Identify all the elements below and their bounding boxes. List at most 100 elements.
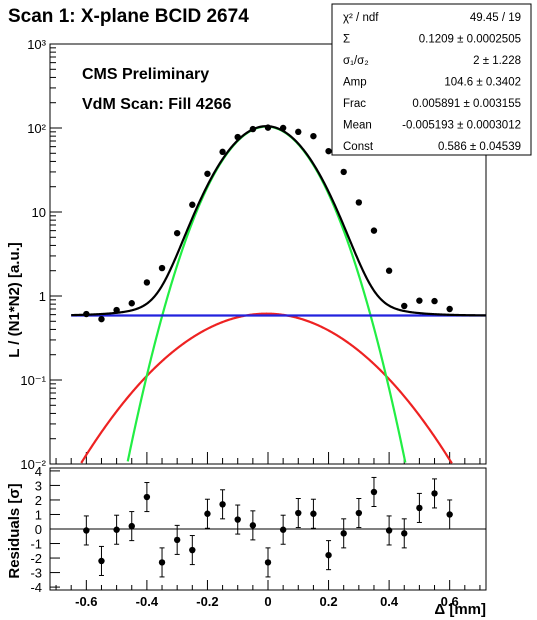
data-point <box>310 132 317 140</box>
residual-y-label: Residuals [σ] <box>6 483 23 578</box>
data-point <box>249 125 257 133</box>
data-point <box>128 300 135 307</box>
residual-point <box>279 526 287 533</box>
y-tick-label: 10² <box>27 121 46 136</box>
stat-value: 0.586 ± 0.04539 <box>438 141 521 153</box>
data-point <box>431 297 438 305</box>
data-point <box>264 124 272 131</box>
stat-label: Mean <box>343 120 372 132</box>
y-tick-label: 10⁻¹ <box>20 373 46 388</box>
residual-x-ticks: -0.6 -0.4 -0.2 0 0.2 0.4 0.6 <box>55 580 481 609</box>
residual-point <box>158 559 166 566</box>
residual-point <box>416 504 423 512</box>
data-point <box>325 147 332 155</box>
stat-label: χ² / ndf <box>343 12 379 24</box>
narrow-gaussian-curve <box>126 125 407 463</box>
residual-x-tick-label: 0.4 <box>380 594 399 609</box>
residual-point <box>340 530 347 537</box>
data-point <box>173 229 181 237</box>
residual-point <box>295 509 302 517</box>
data-point <box>158 264 166 272</box>
residual-y-tick-label: 3 <box>35 478 42 493</box>
main-plot-x-ticks <box>55 452 481 464</box>
y-tick-label: 10 <box>32 205 46 220</box>
residual-point <box>264 559 272 566</box>
residual-point <box>128 522 135 530</box>
stat-label: σ₁/σ₂ <box>343 55 369 67</box>
stat-label: Const <box>343 141 374 153</box>
residual-x-tick-label: 0 <box>264 594 271 609</box>
residual-y-tick-label: -1 <box>30 537 42 552</box>
residual-y-tick-label: 4 <box>35 464 42 479</box>
stat-value: 104.6 ± 0.3402 <box>444 77 521 89</box>
data-point <box>189 201 196 208</box>
residual-point <box>83 527 90 534</box>
residual-point <box>431 490 438 497</box>
stat-value: 2 ± 1.228 <box>473 55 521 67</box>
residual-x-tick-label: -0.4 <box>136 594 159 609</box>
residual-point <box>325 551 332 559</box>
residual-point <box>355 509 363 517</box>
data-point <box>370 227 378 234</box>
residual-y-tick-label: -3 <box>30 566 42 581</box>
fit-stats-rows: χ² / ndf 49.45 / 19 Σ 0.1209 ± 0.0002505 σ₁/… <box>343 12 521 153</box>
stat-value: 49.45 / 19 <box>470 12 521 24</box>
stat-value: -0.005193 ± 0.0003012 <box>402 120 521 132</box>
data-point <box>83 310 90 318</box>
residual-point <box>385 527 393 534</box>
total-fit-curve <box>71 125 487 317</box>
data-point <box>340 168 347 176</box>
stat-value: 0.1209 ± 0.0002505 <box>419 34 521 46</box>
stat-label: Σ <box>343 34 350 46</box>
residual-x-tick-label: -0.6 <box>75 594 97 609</box>
main-plot-y-label: L / (N1*N2) [a.u.] <box>6 242 23 358</box>
stat-label: Amp <box>343 77 367 89</box>
y-tick-label: 10⁻² <box>20 457 46 472</box>
data-point <box>98 315 105 323</box>
residual-point <box>143 493 151 501</box>
data-point <box>279 124 287 132</box>
residual-point <box>370 488 378 496</box>
data-point <box>385 267 393 274</box>
data-point <box>234 133 241 141</box>
cms-preliminary-label: CMS Preliminary <box>82 66 209 83</box>
residual-y-tick-label: 1 <box>35 507 42 522</box>
residual-x-label: Δ [mm] <box>434 601 486 618</box>
data-point <box>113 306 120 314</box>
residual-x-tick-label: 0.2 <box>320 594 338 609</box>
residual-point <box>98 557 105 565</box>
residual-point <box>219 501 226 508</box>
data-point <box>143 279 151 286</box>
y-tick-label: 1 <box>39 289 46 304</box>
data-point <box>446 305 453 313</box>
stat-label: Frac <box>343 98 366 110</box>
residual-point <box>173 536 181 544</box>
chart-title: Scan 1: X-plane BCID 2674 <box>8 6 249 27</box>
residual-point <box>310 510 317 517</box>
residual-point <box>401 530 408 537</box>
residual-points <box>83 476 453 578</box>
residual-y-tick-label: -4 <box>30 580 42 595</box>
y-tick-label: 10³ <box>27 37 46 52</box>
data-points <box>83 124 453 323</box>
data-point <box>219 148 226 156</box>
stat-value: 0.005891 ± 0.003155 <box>412 98 521 110</box>
residual-point <box>204 510 211 517</box>
residual-point <box>249 522 257 529</box>
data-point <box>204 170 211 177</box>
residual-y-tick-label: 2 <box>35 493 42 508</box>
vdm-scan-label: VdM Scan: Fill 4266 <box>82 96 231 113</box>
data-point <box>401 302 408 310</box>
fit-stats-box <box>331 3 532 156</box>
residual-point <box>234 516 241 523</box>
residual-point <box>113 526 120 533</box>
residual-x-tick-label: 0.6 <box>441 594 459 609</box>
residual-x-tick-label: -0.2 <box>196 594 218 609</box>
residual-y-tick-label: 0 <box>35 522 42 537</box>
data-point <box>416 297 423 304</box>
residual-point <box>446 511 453 518</box>
data-point <box>355 199 363 206</box>
residual-point <box>189 546 196 554</box>
